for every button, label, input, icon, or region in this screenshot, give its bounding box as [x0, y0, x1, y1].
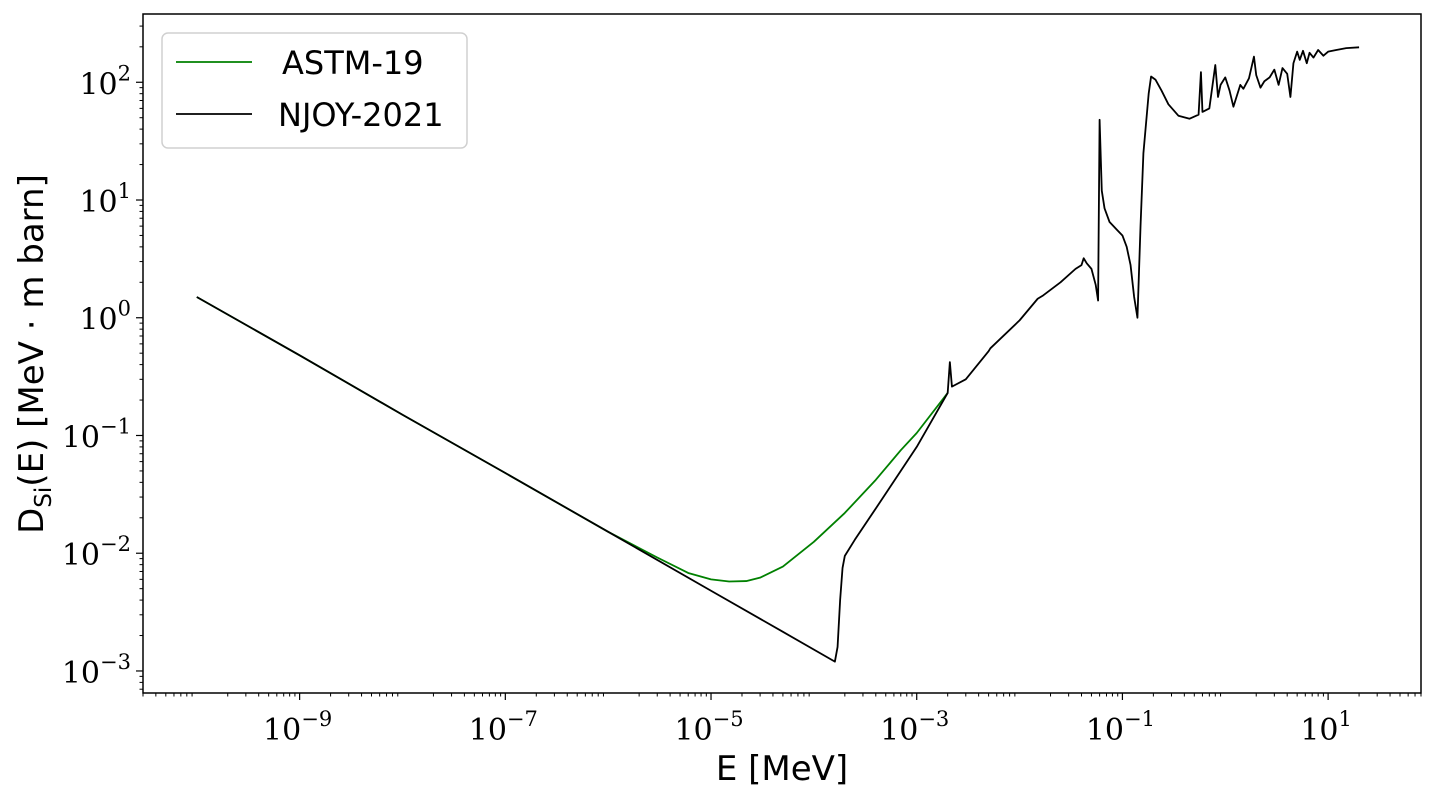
y-tick-label: 10−3 [62, 650, 131, 691]
axis-ticks: 10−9 10−7 10−5 10−3 10−1 101 10−3 10−2 10−1 100 10… [62, 25, 1422, 748]
y-tick-label: 10−1 [62, 414, 131, 455]
x-tick-label: 10−3 [880, 707, 949, 748]
y-axis-label: DSi(E) [MeV · m barn] [12, 174, 57, 534]
x-tick-label: 10−5 [674, 707, 743, 748]
x-tick-label: 10−7 [469, 707, 538, 748]
y-tick-label: 10−2 [62, 532, 131, 573]
x-tick-label: 10−9 [263, 707, 332, 748]
legend: ASTM-19 NJOY-2021 [161, 32, 468, 149]
legend-label-astm19: ASTM-19 [282, 44, 424, 82]
y-tick-label: 100 [79, 297, 131, 338]
y-tick-label: 102 [79, 61, 131, 102]
y-axis-label-rest: (E) [MeV · m barn] [12, 174, 52, 487]
series-lines [196, 46, 1360, 663]
x-tick-label: 10−1 [1086, 707, 1155, 748]
legend-label-njoy2021: NJOY-2021 [278, 96, 444, 134]
y-tick-label: 101 [79, 179, 131, 220]
plot-frame [142, 13, 1422, 694]
y-axis-label-sub: Si [31, 487, 57, 508]
y-axis-label-main: D [12, 508, 52, 534]
series-line-njoy2021 [196, 46, 1360, 663]
x-tick-label: 101 [1300, 707, 1352, 748]
x-axis-label: E [MeV] [716, 749, 848, 789]
